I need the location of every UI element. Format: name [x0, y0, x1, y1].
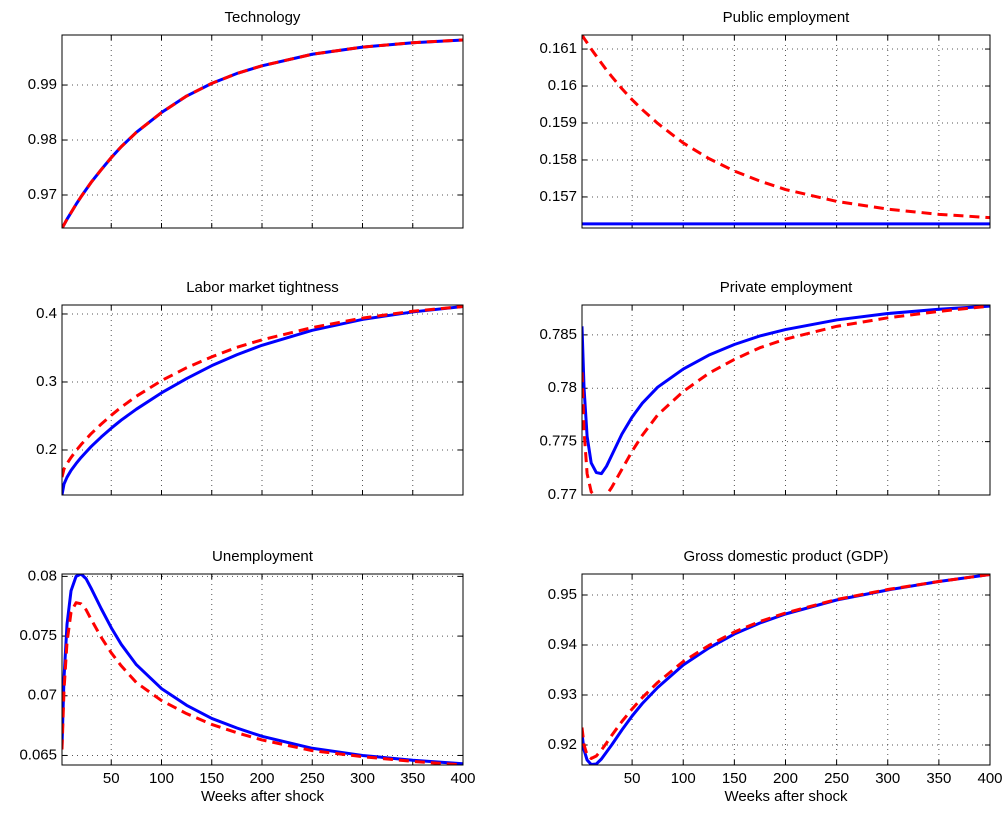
series-line [62, 38, 463, 228]
subplot: Gross domestic product (GDP) 0.92 0.93 0.94… [548, 548, 1003, 805]
y-tick-label: 0.159 [539, 114, 577, 131]
y-tick-label: 0.157 [539, 188, 577, 205]
plot-area [582, 574, 990, 765]
plot-area [582, 35, 990, 226]
subplot-title: Unemployment [212, 548, 314, 565]
plot-frame [61, 304, 464, 496]
x-tick-label: 150 [199, 770, 224, 787]
y-tick-label: 0.161 [539, 40, 577, 57]
x-tick-label: 300 [875, 770, 900, 787]
x-axis-label: Weeks after shock [201, 788, 325, 805]
x-tick-label: 400 [450, 770, 475, 787]
subplot: Private employment 0.77 0.775 0.78 0.785 [539, 279, 991, 503]
subplot-title: Private employment [720, 279, 853, 296]
subplot-title: Public employment [723, 9, 851, 26]
subplot: Technology 0.97 0.98 0.99 [28, 9, 464, 229]
x-tick-label: 300 [350, 770, 375, 787]
y-tick-label: 0.98 [28, 131, 57, 148]
series-line [582, 574, 990, 760]
y-tick-label: 0.07 [28, 687, 57, 704]
y-tick-label: 0.075 [19, 627, 57, 644]
plot-area [62, 38, 463, 228]
x-tick-label: 350 [926, 770, 951, 787]
x-axis-label: Weeks after shock [724, 788, 848, 805]
y-tick-label: 0.94 [548, 636, 577, 653]
series-line [582, 305, 990, 476]
y-tick-label: 0.4 [36, 305, 57, 322]
y-tick-label: 0.3 [36, 373, 57, 390]
plot-frame [581, 34, 991, 229]
series-line [582, 35, 990, 220]
plot-frame [581, 573, 991, 766]
y-tick-label: 0.97 [28, 186, 57, 203]
subplot: Labor market tightness 0.2 0.3 0.4 [36, 279, 464, 496]
subplot: Public employment 0.157 0.158 0.159 0.16 0.16… [539, 9, 991, 229]
x-tick-label: 50 [103, 770, 120, 787]
subplot-title: Technology [225, 9, 301, 26]
x-tick-label: 50 [624, 770, 641, 787]
y-tick-label: 0.92 [548, 736, 577, 753]
y-tick-label: 0.16 [548, 77, 577, 94]
x-tick-label: 200 [773, 770, 798, 787]
y-tick-label: 0.95 [548, 586, 577, 603]
x-tick-label: 100 [671, 770, 696, 787]
x-tick-label: 200 [249, 770, 274, 787]
y-tick-label: 0.775 [539, 433, 577, 450]
series-line [62, 574, 463, 765]
series-line [582, 574, 990, 765]
series-line [62, 305, 463, 478]
series-line [62, 601, 463, 765]
x-tick-label: 400 [977, 770, 1002, 787]
subplot-title: Labor market tightness [186, 279, 339, 296]
y-tick-label: 0.065 [19, 746, 57, 763]
subplot-title: Gross domestic product (GDP) [683, 548, 888, 565]
subplot: Unemployment 0.065 0.07 0.075 0.08 50 100 150 20… [19, 548, 475, 805]
series-line [62, 38, 463, 228]
plot-frame [581, 304, 991, 496]
plot-area [62, 574, 463, 765]
y-tick-label: 0.785 [539, 326, 577, 343]
plot-area [582, 305, 990, 495]
series-line [62, 305, 463, 495]
y-tick-label: 0.93 [548, 686, 577, 703]
y-tick-label: 0.2 [36, 441, 57, 458]
x-tick-label: 350 [400, 770, 425, 787]
x-tick-label: 100 [149, 770, 174, 787]
y-tick-label: 0.99 [28, 76, 57, 93]
x-tick-label: 250 [824, 770, 849, 787]
y-tick-label: 0.08 [28, 567, 57, 584]
y-tick-label: 0.78 [548, 379, 577, 396]
plot-frame [61, 573, 464, 766]
y-tick-label: 0.158 [539, 151, 577, 168]
series-line [582, 305, 990, 495]
plot-area [62, 305, 463, 495]
x-tick-label: 150 [722, 770, 747, 787]
x-tick-label: 250 [300, 770, 325, 787]
y-tick-label: 0.77 [548, 486, 577, 503]
plot-frame [61, 34, 464, 229]
